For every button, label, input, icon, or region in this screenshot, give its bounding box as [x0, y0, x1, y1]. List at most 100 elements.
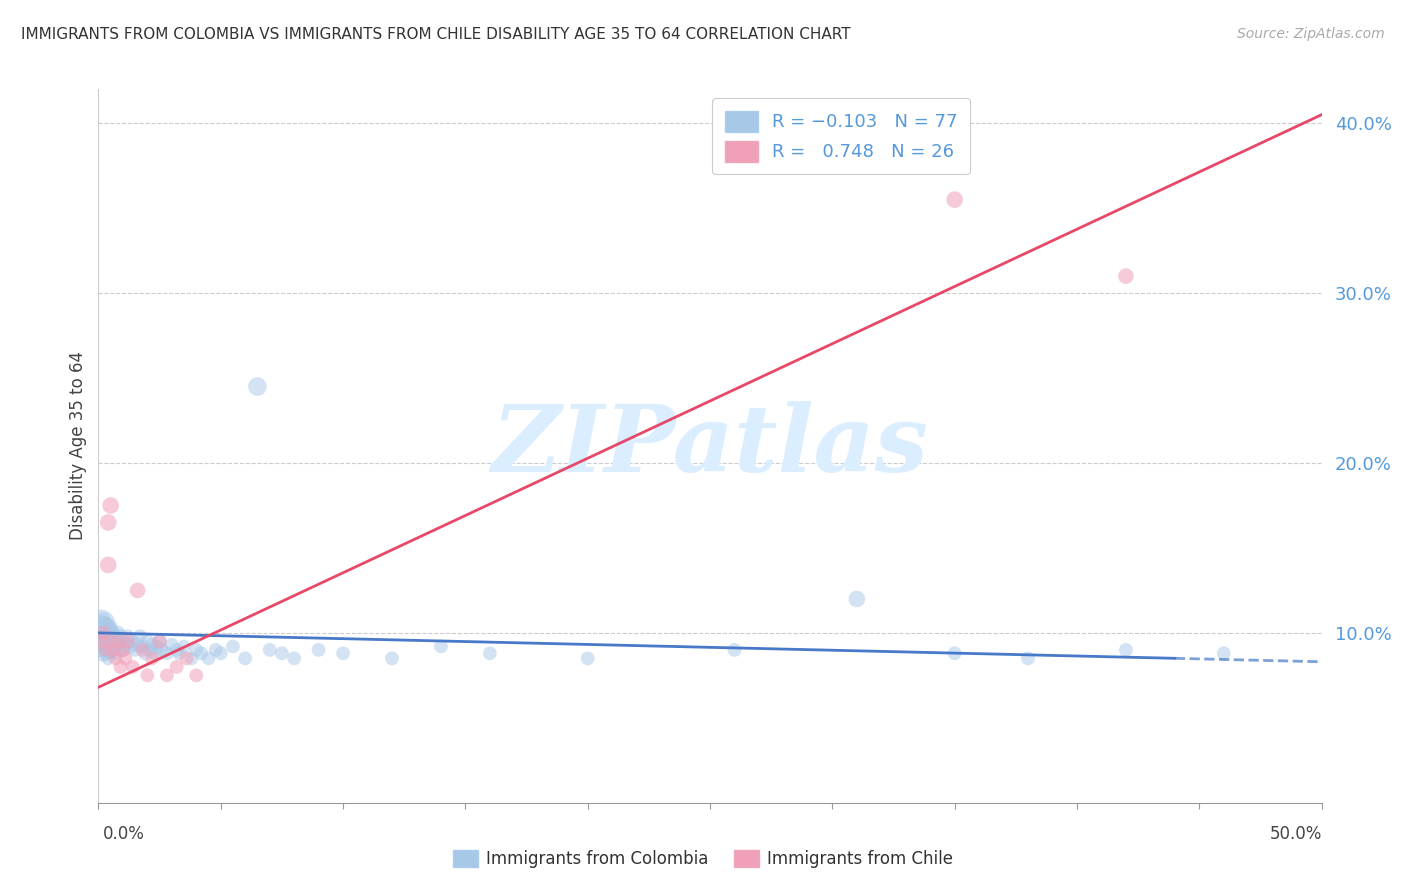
Point — [104, 646, 127, 660]
Point — [91, 626, 114, 640]
Point — [100, 621, 122, 635]
Point — [104, 629, 127, 643]
Legend: R = −0.103   N = 77, R =   0.748   N = 26: R = −0.103 N = 77, R = 0.748 N = 26 — [713, 98, 970, 174]
Point — [146, 640, 169, 654]
Point — [149, 634, 172, 648]
Point — [111, 643, 134, 657]
Point — [94, 646, 117, 660]
Text: 50.0%: 50.0% — [1270, 825, 1322, 843]
Point — [97, 651, 120, 665]
Point — [127, 638, 149, 652]
Point — [129, 629, 152, 643]
Point — [111, 634, 134, 648]
Point — [723, 643, 745, 657]
Point — [283, 651, 305, 665]
Point — [197, 651, 219, 665]
Point — [381, 651, 404, 665]
Point — [117, 629, 139, 643]
Point — [114, 638, 136, 652]
Point — [308, 643, 330, 657]
Point — [97, 634, 120, 648]
Point — [186, 643, 208, 657]
Legend: Immigrants from Colombia, Immigrants from Chile: Immigrants from Colombia, Immigrants fro… — [446, 843, 960, 875]
Point — [176, 651, 198, 665]
Point — [121, 660, 143, 674]
Y-axis label: Disability Age 35 to 64: Disability Age 35 to 64 — [69, 351, 87, 541]
Point — [90, 626, 112, 640]
Point — [101, 643, 124, 657]
Point — [124, 643, 146, 657]
Point — [91, 640, 114, 654]
Point — [100, 634, 122, 648]
Point — [91, 648, 114, 662]
Point — [104, 638, 127, 652]
Point — [91, 629, 114, 643]
Point — [332, 646, 354, 660]
Point — [576, 651, 599, 665]
Point — [1115, 643, 1137, 657]
Text: 0.0%: 0.0% — [103, 825, 145, 843]
Point — [1212, 646, 1234, 660]
Point — [270, 646, 294, 660]
Point — [94, 626, 117, 640]
Point — [141, 651, 163, 665]
Point — [104, 651, 127, 665]
Point — [110, 660, 132, 674]
Point — [141, 638, 163, 652]
Point — [167, 646, 190, 660]
Point — [136, 634, 159, 648]
Point — [190, 646, 212, 660]
Point — [94, 643, 117, 657]
Point — [156, 646, 179, 660]
Point — [166, 660, 188, 674]
Point — [143, 646, 166, 660]
Point — [97, 516, 120, 530]
Point — [107, 634, 129, 648]
Point — [156, 668, 179, 682]
Point — [121, 634, 143, 648]
Text: Source: ZipAtlas.com: Source: ZipAtlas.com — [1237, 27, 1385, 41]
Point — [149, 634, 172, 648]
Point — [94, 643, 117, 657]
Point — [100, 638, 122, 652]
Point — [107, 626, 129, 640]
Point — [100, 629, 122, 643]
Point — [233, 651, 256, 665]
Point — [110, 629, 132, 643]
Point — [90, 634, 112, 648]
Point — [180, 651, 202, 665]
Point — [134, 646, 156, 660]
Point — [943, 193, 966, 207]
Point — [111, 643, 134, 657]
Point — [127, 583, 149, 598]
Point — [160, 638, 183, 652]
Text: IMMIGRANTS FROM COLOMBIA VS IMMIGRANTS FROM CHILE DISABILITY AGE 35 TO 64 CORREL: IMMIGRANTS FROM COLOMBIA VS IMMIGRANTS F… — [21, 27, 851, 42]
Point — [100, 499, 122, 513]
Point — [131, 643, 153, 657]
Point — [94, 634, 117, 648]
Text: ZIPatlas: ZIPatlas — [492, 401, 928, 491]
Point — [139, 643, 162, 657]
Point — [90, 634, 112, 648]
Point — [114, 651, 136, 665]
Point — [101, 634, 124, 648]
Point — [166, 643, 188, 657]
Point — [91, 612, 114, 626]
Point — [94, 617, 117, 632]
Point — [845, 591, 868, 606]
Point — [173, 640, 195, 654]
Point — [90, 617, 112, 632]
Point — [943, 646, 966, 660]
Point — [1115, 269, 1137, 284]
Point — [97, 626, 120, 640]
Point — [117, 634, 139, 648]
Point — [107, 634, 129, 648]
Point — [101, 643, 124, 657]
Point — [136, 668, 159, 682]
Point — [186, 668, 208, 682]
Point — [100, 646, 122, 660]
Point — [131, 640, 153, 654]
Point — [430, 640, 453, 654]
Point — [101, 626, 124, 640]
Point — [246, 379, 269, 393]
